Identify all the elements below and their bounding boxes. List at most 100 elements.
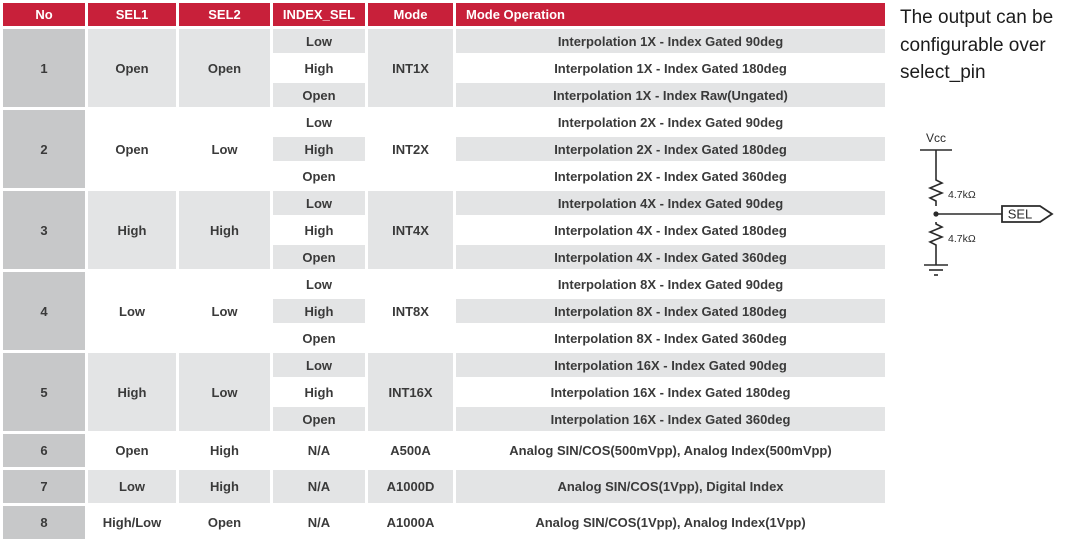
cell-index-sel: Open bbox=[273, 326, 365, 350]
cell-index-sel: High bbox=[273, 299, 365, 323]
cell-index-sel: Open bbox=[273, 164, 365, 188]
cell-mode: A500A bbox=[368, 434, 453, 467]
cell-index-sel: N/A bbox=[273, 434, 365, 467]
cell-mode: INT16X bbox=[368, 353, 453, 431]
cell-no: 2 bbox=[3, 110, 85, 188]
cell-operation: Analog SIN/COS(500mVpp), Analog Index(50… bbox=[456, 434, 885, 467]
sel-pin-tag bbox=[1001, 205, 1054, 223]
table-row: 2 Open Low Low INT2X Interpolation 2X - … bbox=[3, 110, 885, 188]
cell-no: 7 bbox=[3, 470, 85, 503]
cell-index-sel: High bbox=[273, 380, 365, 404]
cell-no: 8 bbox=[3, 506, 85, 539]
column-header-sel2: SEL2 bbox=[179, 3, 270, 26]
cell-operation: Interpolation 1X - Index Gated 180deg bbox=[456, 56, 885, 80]
table-row: High Interpolation 8X - Index Gated 180d… bbox=[3, 299, 885, 323]
cell-index-sel: Low bbox=[273, 191, 365, 215]
select-pin-circuit-diagram: Vcc 4.7kΩ SEL 4.7kΩ bbox=[920, 131, 1054, 276]
cell-operation: Interpolation 2X - Index Gated 360deg bbox=[456, 164, 885, 188]
cell-sel2: Low bbox=[179, 110, 270, 188]
cell-sel2: Low bbox=[179, 272, 270, 350]
cell-operation: Interpolation 8X - Index Gated 180deg bbox=[456, 299, 885, 323]
mode-selection-table: No SEL1 SEL2 INDEX_SEL Mode Mode Operati… bbox=[3, 3, 885, 539]
cell-index-sel: Low bbox=[273, 110, 365, 134]
cell-mode: INT4X bbox=[368, 191, 453, 269]
table-row: Open Interpolation 16X - Index Gated 360… bbox=[3, 407, 885, 431]
table-row: Open Interpolation 1X - Index Raw(Ungate… bbox=[3, 83, 885, 107]
cell-sel1: High/Low bbox=[88, 506, 176, 539]
cell-index-sel: Open bbox=[273, 245, 365, 269]
cell-index-sel: Open bbox=[273, 83, 365, 107]
resistor-top-icon bbox=[927, 178, 945, 206]
cell-index-sel: N/A bbox=[273, 470, 365, 503]
table-row: 6 Open High N/A A500A Analog SIN/COS(500… bbox=[3, 434, 885, 467]
cell-no: 6 bbox=[3, 434, 85, 467]
cell-index-sel: Low bbox=[273, 353, 365, 377]
table-row: 7 Low High N/A A1000D Analog SIN/COS(1Vp… bbox=[3, 470, 885, 503]
cell-index-sel: High bbox=[273, 56, 365, 80]
table-row: 1 Open Open Low INT1X Interpolation 1X -… bbox=[3, 29, 885, 107]
table-row: 8 High/Low Open N/A A1000A Analog SIN/CO… bbox=[3, 506, 885, 539]
cell-sel1: High bbox=[88, 191, 176, 269]
cell-operation: Interpolation 1X - Index Raw(Ungated) bbox=[456, 83, 885, 107]
cell-mode: INT8X bbox=[368, 272, 453, 350]
cell-operation: Interpolation 4X - Index Gated 180deg bbox=[456, 218, 885, 242]
table-row: 4 Low Low Low INT8X Interpolation 8X - I… bbox=[3, 272, 885, 350]
cell-index-sel: Low bbox=[273, 272, 365, 296]
cell-operation: Interpolation 8X - Index Gated 360deg bbox=[456, 326, 885, 350]
cell-mode: INT2X bbox=[368, 110, 453, 188]
cell-sel2: High bbox=[179, 434, 270, 467]
cell-sel1: High bbox=[88, 353, 176, 431]
cell-index-sel: High bbox=[273, 218, 365, 242]
cell-operation: Interpolation 16X - Index Gated 90deg bbox=[456, 353, 885, 377]
side-note: The output can be configurable over sele… bbox=[900, 7, 1054, 84]
column-header-mode: Mode bbox=[368, 3, 453, 26]
cell-sel1: Low bbox=[88, 272, 176, 350]
table-row: High Interpolation 1X - Index Gated 180d… bbox=[3, 56, 885, 80]
table-header-row: No SEL1 SEL2 INDEX_SEL Mode Mode Operati… bbox=[3, 3, 885, 26]
cell-operation: Interpolation 2X - Index Gated 90deg bbox=[456, 110, 885, 134]
cell-sel1: Open bbox=[88, 29, 176, 107]
table-row: High Interpolation 16X - Index Gated 180… bbox=[3, 380, 885, 404]
cell-no: 3 bbox=[3, 191, 85, 269]
cell-operation: Interpolation 2X - Index Gated 180deg bbox=[456, 137, 885, 161]
cell-operation: Interpolation 4X - Index Gated 360deg bbox=[456, 245, 885, 269]
cell-operation: Analog SIN/COS(1Vpp), Analog Index(1Vpp) bbox=[456, 506, 885, 539]
cell-index-sel: Open bbox=[273, 407, 365, 431]
cell-operation: Interpolation 16X - Index Gated 360deg bbox=[456, 407, 885, 431]
cell-index-sel: High bbox=[273, 137, 365, 161]
column-header-index-sel: INDEX_SEL bbox=[273, 3, 365, 26]
table-row: 3 High High Low INT4X Interpolation 4X -… bbox=[3, 191, 885, 269]
column-header-no: No bbox=[3, 3, 85, 26]
sel-pin-label: SEL bbox=[1008, 207, 1033, 222]
cell-sel1: Low bbox=[88, 470, 176, 503]
resistor-top-label: 4.7kΩ bbox=[948, 189, 976, 201]
cell-operation: Interpolation 16X - Index Gated 180deg bbox=[456, 380, 885, 404]
cell-operation: Analog SIN/COS(1Vpp), Digital Index bbox=[456, 470, 885, 503]
cell-sel1: Open bbox=[88, 110, 176, 188]
cell-mode: A1000A bbox=[368, 506, 453, 539]
vcc-label: Vcc bbox=[926, 131, 946, 145]
cell-sel2: High bbox=[179, 470, 270, 503]
table-row: Open Interpolation 2X - Index Gated 360d… bbox=[3, 164, 885, 188]
cell-no: 5 bbox=[3, 353, 85, 431]
cell-sel2: Open bbox=[179, 29, 270, 107]
cell-index-sel: Low bbox=[273, 29, 365, 53]
cell-mode: INT1X bbox=[368, 29, 453, 107]
cell-sel2: Low bbox=[179, 353, 270, 431]
resistor-bottom-label: 4.7kΩ bbox=[948, 233, 976, 245]
cell-index-sel: N/A bbox=[273, 506, 365, 539]
cell-no: 1 bbox=[3, 29, 85, 107]
cell-sel1: Open bbox=[88, 434, 176, 467]
cell-operation: Interpolation 1X - Index Gated 90deg bbox=[456, 29, 885, 53]
column-header-mode-operation: Mode Operation bbox=[456, 3, 885, 26]
cell-operation: Interpolation 8X - Index Gated 90deg bbox=[456, 272, 885, 296]
cell-operation: Interpolation 4X - Index Gated 90deg bbox=[456, 191, 885, 215]
cell-mode: A1000D bbox=[368, 470, 453, 503]
column-header-sel1: SEL1 bbox=[88, 3, 176, 26]
table-row: 5 High Low Low INT16X Interpolation 16X … bbox=[3, 353, 885, 431]
resistor-bottom-icon bbox=[927, 222, 945, 250]
table-row: High Interpolation 4X - Index Gated 180d… bbox=[3, 218, 885, 242]
cell-sel2: High bbox=[179, 191, 270, 269]
table-row: High Interpolation 2X - Index Gated 180d… bbox=[3, 137, 885, 161]
